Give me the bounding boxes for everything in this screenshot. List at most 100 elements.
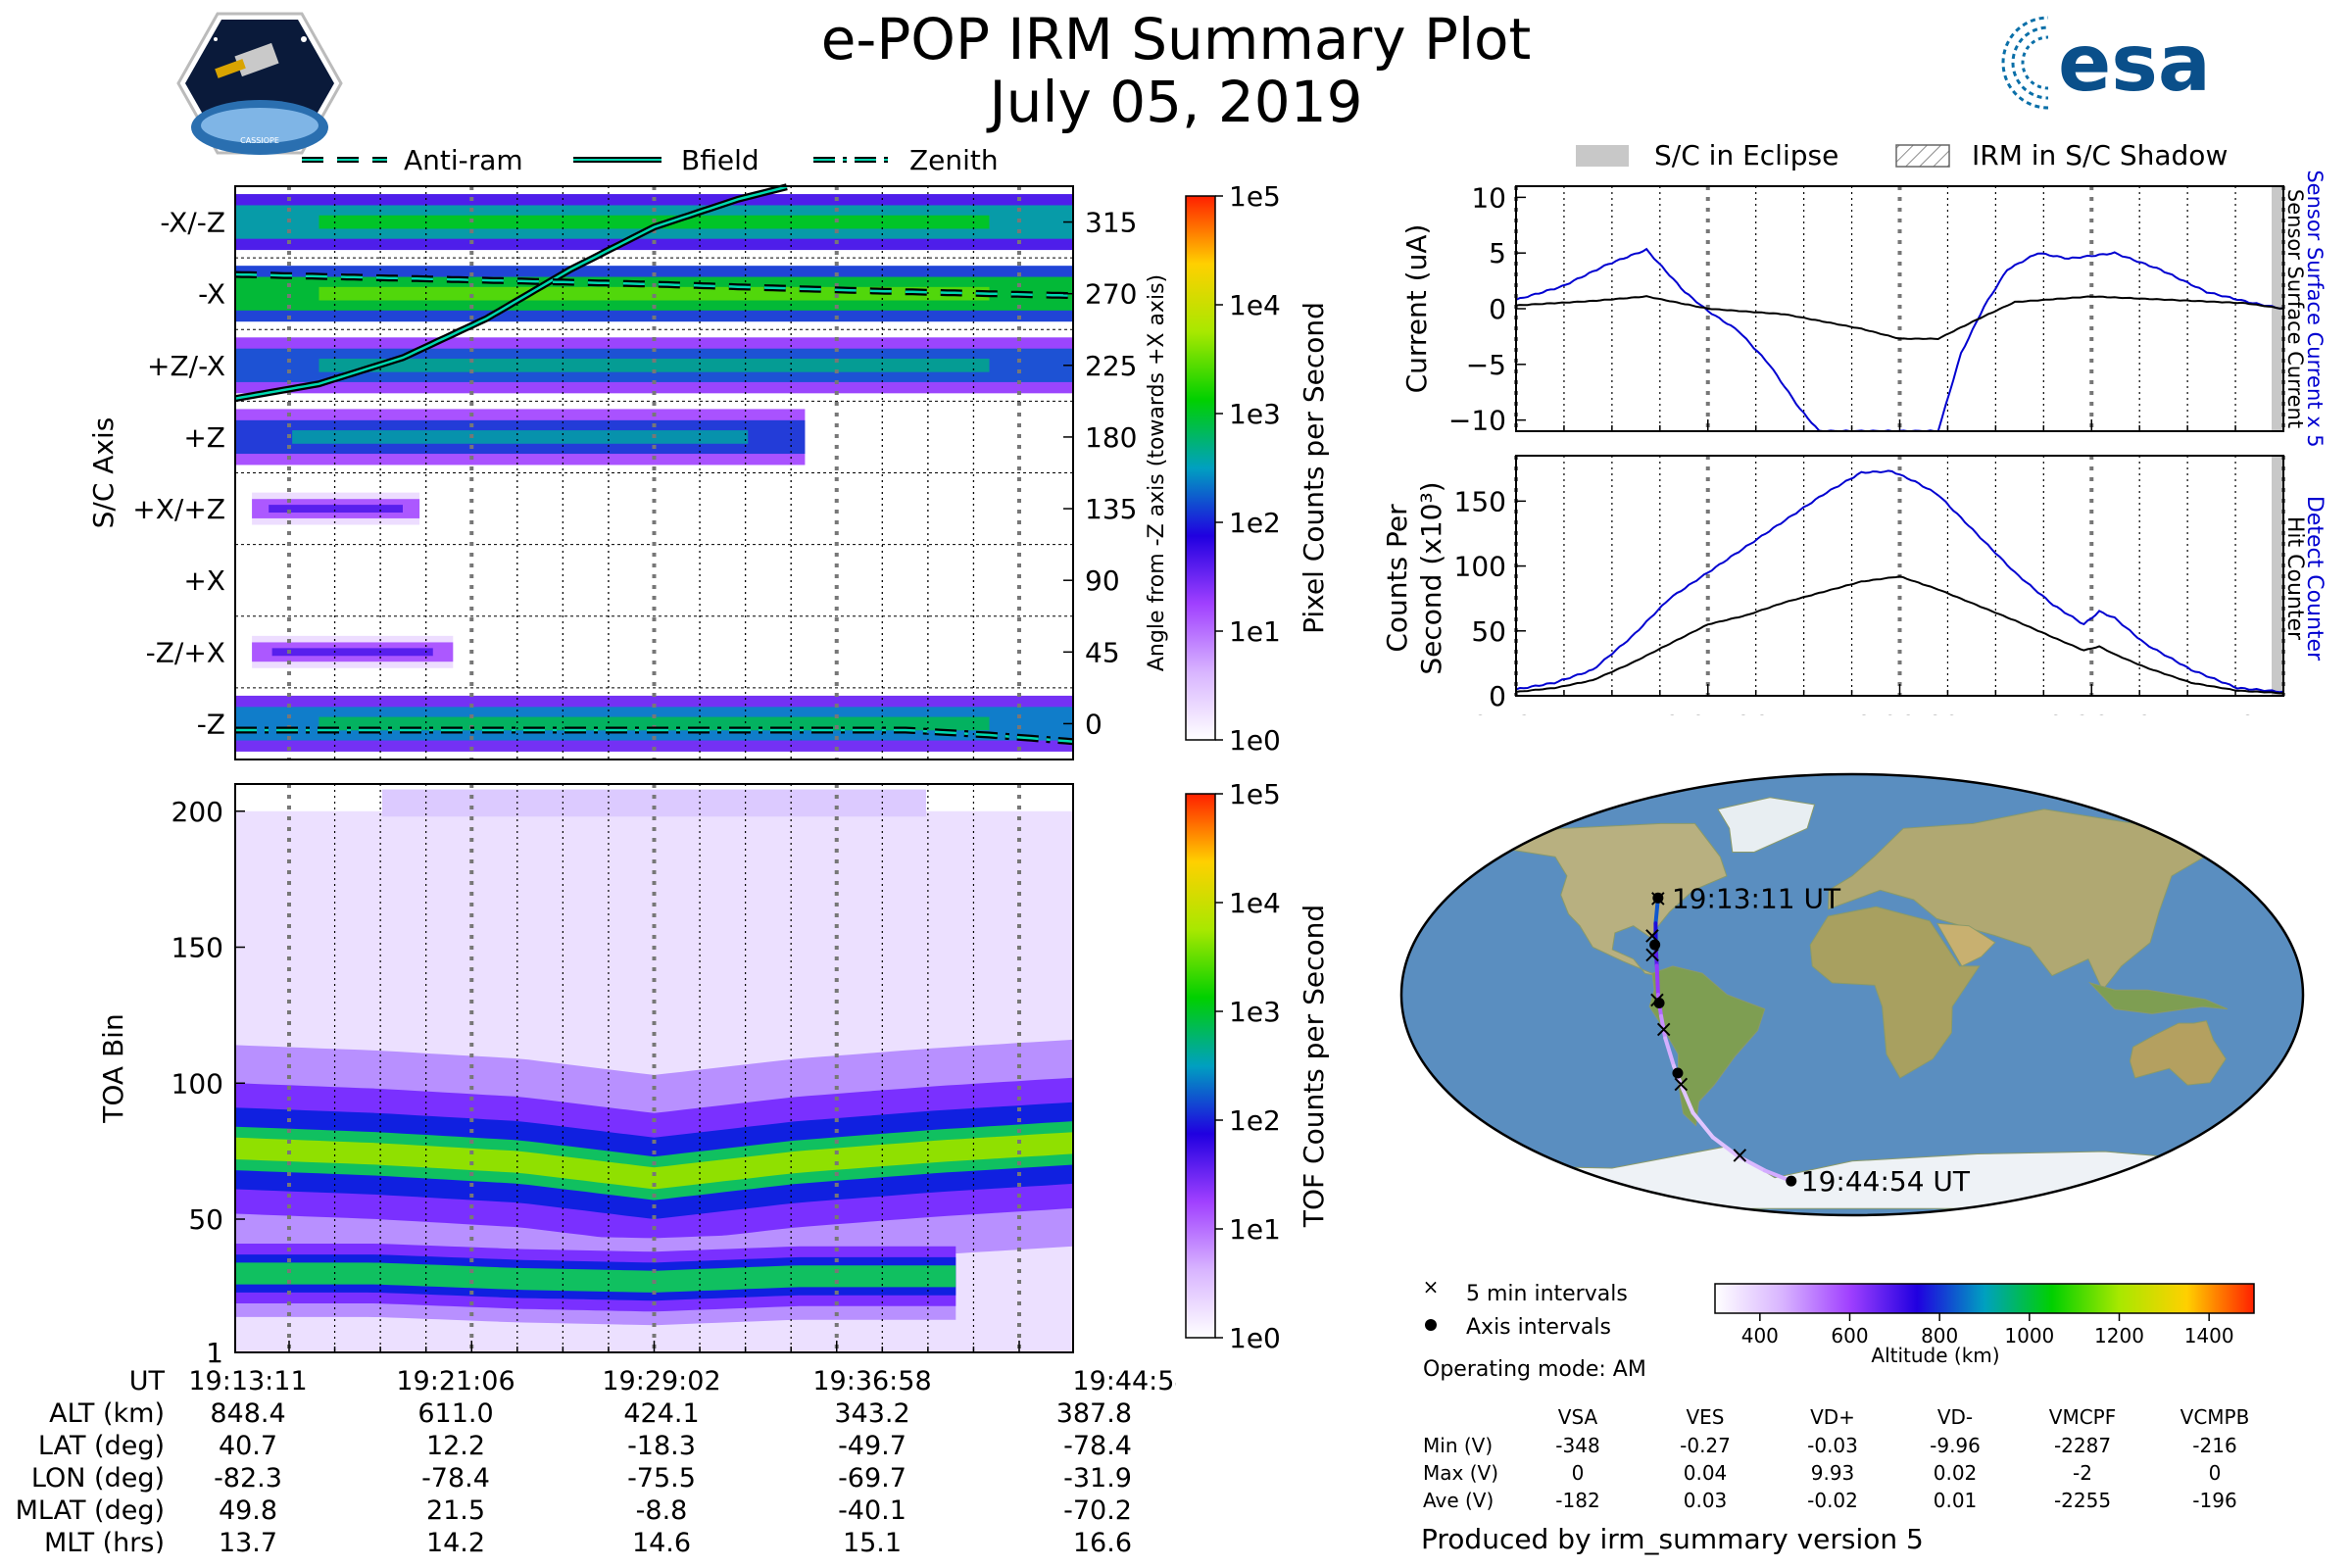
- stats-cell: 40.7: [219, 1431, 277, 1461]
- colorbar: [1185, 195, 1216, 741]
- colorbar-tick-label: 1e4: [1229, 887, 1281, 919]
- angle-tick-label: 0: [1085, 708, 1102, 740]
- track-segment: [1690, 1110, 1715, 1140]
- south-america: [1648, 965, 1766, 1127]
- angle-tick-label: 135: [1085, 493, 1137, 525]
- page-date: July 05, 2019: [989, 69, 1363, 135]
- arabia: [1936, 922, 1996, 967]
- y-tick-label: 150: [172, 932, 223, 964]
- stats-row-label: LON (deg): [31, 1463, 165, 1494]
- colorbar-tick-label: 1e3: [1229, 996, 1281, 1028]
- footer-text: Produced by irm_summary version 5: [1421, 1523, 1924, 1555]
- altitude-bar: [1714, 1283, 2255, 1314]
- track-segment: [1653, 945, 1659, 968]
- map-legend: × 5 min intervals Axis intervals: [1419, 1274, 1713, 1352]
- table-cell: 0: [1572, 1461, 1585, 1485]
- table-row-label: Ave (V): [1423, 1489, 1494, 1512]
- time-tick-label: 19:44:54: [2222, 710, 2342, 715]
- stats-cell: 343.2: [834, 1398, 909, 1429]
- y-tick-label: 10: [1471, 181, 1506, 214]
- stats-cell: 19:29:02: [602, 1366, 720, 1396]
- legend-five-min: 5 min intervals: [1466, 1282, 1628, 1306]
- table-cell: -0.27: [1680, 1434, 1731, 1457]
- stats-row-label: UT: [129, 1366, 166, 1396]
- y-tick-label: −10: [1448, 405, 1506, 437]
- series-bfield: [234, 185, 788, 400]
- y-tick-label: 0: [1489, 680, 1506, 712]
- tof-upper-core: [235, 1121, 1073, 1200]
- y-tick-label: 1: [206, 1337, 223, 1369]
- africa: [1809, 906, 1981, 1079]
- colorbar-tick-label: 1e0: [1229, 1322, 1281, 1354]
- operating-mode: Operating mode: AM: [1423, 1357, 1646, 1382]
- stats-row-label: MLAT (deg): [16, 1495, 165, 1526]
- track-segment: [1681, 1088, 1695, 1115]
- table-cell: -2255: [2054, 1489, 2111, 1512]
- track-segment: [1710, 1135, 1740, 1158]
- stats-cell: -18.3: [627, 1431, 696, 1461]
- time-tick-label: 19:13:11: [1454, 710, 1578, 715]
- colorbar-tick-label: 1e1: [1229, 615, 1281, 648]
- angle-tick-label: 270: [1085, 278, 1137, 311]
- altitude-tick-label: 1400: [2184, 1324, 2234, 1348]
- landmasses: [1488, 797, 2245, 1209]
- axis-label: +X: [183, 564, 225, 597]
- stats-cell: -82.3: [214, 1463, 282, 1494]
- stats-cell: 611.0: [417, 1398, 493, 1429]
- y-tick-label: 100: [172, 1067, 223, 1100]
- stats-cell: 19:36:58: [812, 1366, 931, 1396]
- y-axis-label: TOA Bin: [97, 1013, 129, 1123]
- stats-table: UT 19:13:11 19:21:06 19:29:02 19:36:58 19:44:…: [16, 1366, 1176, 1553]
- colorbar-tick-label: 1e3: [1229, 398, 1281, 430]
- series-line: [1515, 575, 2284, 695]
- esa-logo: esa: [1989, 12, 2283, 120]
- axis-marker: [1652, 892, 1664, 904]
- track-segment: [1736, 1153, 1767, 1173]
- table-cell: -2287: [2054, 1434, 2111, 1457]
- table-cell: 0.04: [1684, 1461, 1728, 1485]
- stats-row-label: ALT (km): [49, 1398, 165, 1429]
- axis-label: -Z: [197, 708, 225, 740]
- table-cell: 0.01: [1934, 1489, 1978, 1512]
- esa-text: esa: [2058, 18, 2211, 109]
- altitude-label: Altitude (km): [1871, 1344, 1999, 1367]
- globe-outline: [1399, 772, 2305, 1217]
- voltage-table: VSA VES VD+ VD- VMCPF VCMPB Min (V) -348 -0.27 -0…: [1423, 1405, 2249, 1512]
- stats-cell: 14.6: [632, 1528, 691, 1553]
- right-label-black: Sensor Surface Current: [2283, 189, 2307, 428]
- altitude-tick-label: 600: [1831, 1324, 1868, 1348]
- counts-panel: 150 100 50 0 Counts Per Second (x10³) Detect C…: [1381, 455, 2342, 715]
- table-cell: -9.96: [1930, 1434, 1981, 1457]
- eclipse-region: [2272, 456, 2283, 696]
- legend-eclipse: S/C in Eclipse: [1654, 139, 1838, 172]
- greenland: [1717, 797, 1816, 853]
- angle-tick-label: 180: [1085, 421, 1137, 454]
- stats-cell: -40.1: [838, 1495, 906, 1526]
- table-row-label: Max (V): [1423, 1461, 1498, 1485]
- stats-cell: -70.2: [1063, 1495, 1132, 1526]
- series-zenith: [235, 728, 1074, 743]
- shadow-swatch: [1895, 144, 1950, 168]
- table-cell: -182: [1555, 1489, 1599, 1512]
- right-label-blue: Sensor Surface Current x 5: [2303, 170, 2327, 447]
- stats-cell: -78.4: [421, 1463, 490, 1494]
- five-min-marker: ×: [1730, 1142, 1749, 1169]
- table-cell: 0.03: [1684, 1489, 1728, 1512]
- stats-cell: 424.1: [623, 1398, 699, 1429]
- axis-marker: [1672, 1067, 1684, 1079]
- stats-row-label: LAT (deg): [38, 1431, 165, 1461]
- axis-marker: [1653, 997, 1665, 1008]
- y-tick-label: 100: [1454, 551, 1506, 583]
- tof-upper-peak: [235, 1132, 1073, 1190]
- y-axis-label: Counts Per: [1381, 504, 1413, 653]
- stats-cell: 21.5: [426, 1495, 485, 1526]
- stats-cell: 387.8: [1056, 1398, 1132, 1429]
- stats-cell: -69.7: [838, 1463, 906, 1494]
- stats-cell: 49.8: [219, 1495, 277, 1526]
- stats-cell: 19:44:54: [1072, 1366, 1176, 1396]
- stats-cell: 16.6: [1073, 1528, 1132, 1553]
- stats-cell: 13.7: [219, 1528, 277, 1553]
- axis-band-peak: [271, 648, 433, 657]
- table-cell: 9.93: [1811, 1461, 1855, 1485]
- track-segment: [1663, 1036, 1676, 1068]
